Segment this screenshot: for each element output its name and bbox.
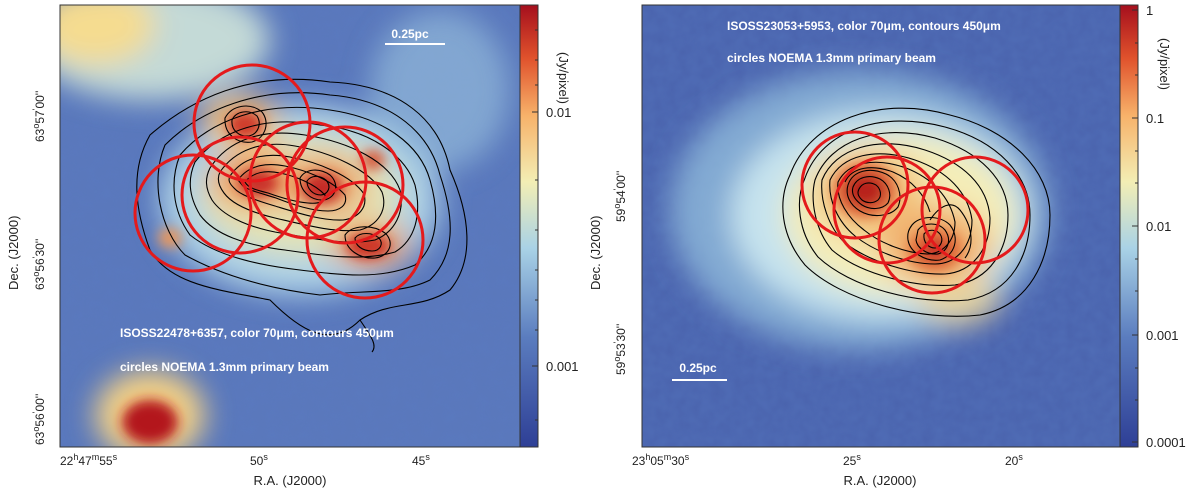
beam-circle — [133, 153, 253, 273]
left-xtick: 45s — [412, 452, 430, 468]
right-xlabel: R.A. (J2000) — [844, 473, 917, 488]
beam-circle — [180, 135, 300, 255]
right-ylabel: Dec. (J2000) — [588, 216, 603, 290]
right-caption-line1: ISOSS23053+5953, color 70μm, contours 45… — [727, 19, 1001, 33]
left-xtick: 50s — [250, 452, 268, 468]
left-noema-beams — [133, 63, 425, 300]
right-ytick: 59o53'30'' — [612, 324, 628, 375]
right-colorbar-unit: (Jy/pixel) — [1157, 38, 1172, 90]
left-xlabel: R.A. (J2000) — [254, 473, 327, 488]
beam-circle — [920, 155, 1030, 265]
right-colorbar-tick-label: 0.01 — [1146, 219, 1171, 234]
left-caption-line1: ISOSS22478+6357, color 70μm, contours 45… — [120, 326, 394, 340]
beam-circle — [305, 180, 425, 300]
right-colorbar-tick-label: 1 — [1146, 3, 1153, 18]
left-ylabel: Dec. (J2000) — [6, 216, 21, 290]
left-colorbar-unit: (Jy/pixel) — [556, 52, 571, 104]
right-xtick: 25s — [843, 452, 861, 468]
left-colorbar-tick-label: 0.01 — [546, 105, 571, 120]
right-caption-line2: circles NOEMA 1.3mm primary beam — [727, 51, 936, 65]
left-colorbar-ticks — [532, 29, 538, 421]
beam-circle — [877, 185, 987, 295]
right-noema-beams — [800, 130, 1030, 295]
right-colorbar-tick-label: 0.001 — [1146, 328, 1179, 343]
left-map — [60, 5, 520, 447]
right-colorbar-tick-label: 0.0001 — [1146, 435, 1186, 450]
left-ytick: 63o56'30'' — [31, 239, 47, 290]
right-scalebar-label: 0.25pc — [679, 361, 717, 375]
right-colorbar-ticks — [1132, 9, 1138, 443]
left-colorbar-tick-label: 0.001 — [546, 359, 579, 374]
right-map — [642, 5, 1120, 447]
beam-circle — [832, 155, 942, 265]
left-caption-line2: circles NOEMA 1.3mm primary beam — [120, 360, 329, 374]
left-scalebar-label: 0.25pc — [391, 27, 429, 41]
left-xtick: 22h47m55s — [60, 452, 118, 468]
left-ytick: 63o57'00'' — [31, 91, 47, 142]
right-colorbar-tick-label: 0.1 — [1146, 111, 1164, 126]
right-xtick: 20s — [1005, 452, 1023, 468]
beam-circle — [285, 125, 405, 245]
left-ytick: 63o56'00'' — [31, 394, 47, 445]
right-ytick: 59o54'00'' — [612, 171, 628, 222]
right-xtick: 23h05m30s — [632, 452, 690, 468]
left-colorbar — [519, 4, 539, 448]
beam-circle — [800, 130, 910, 240]
